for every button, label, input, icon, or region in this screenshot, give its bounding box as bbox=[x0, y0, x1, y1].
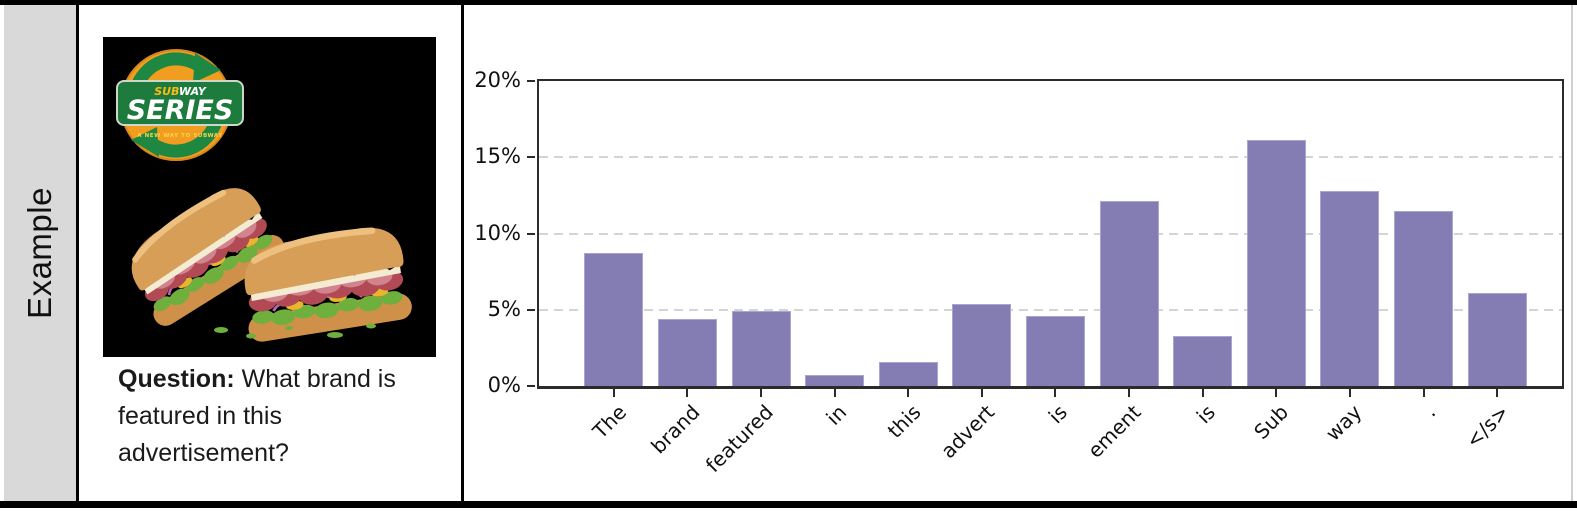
example-content-cell: SUBWAY SERIES A NEW WAY TO SUBWAY bbox=[79, 5, 461, 501]
y-tick-mark bbox=[527, 308, 535, 311]
bar bbox=[1099, 201, 1159, 386]
bar bbox=[805, 375, 865, 386]
bar-slot: this bbox=[871, 81, 945, 443]
table-bottom-border bbox=[0, 501, 1577, 508]
x-tick bbox=[1496, 389, 1499, 397]
x-tick-label: featured bbox=[700, 400, 779, 478]
gridline bbox=[539, 308, 1562, 311]
y-tick-label: 10% bbox=[474, 220, 521, 245]
bar-slot: </s> bbox=[1460, 81, 1534, 453]
y-tick-label: 5% bbox=[487, 296, 521, 321]
x-tick bbox=[686, 389, 689, 397]
bar-slot: The bbox=[577, 81, 651, 443]
x-tick-label: way bbox=[1321, 400, 1367, 446]
bar bbox=[952, 303, 1012, 386]
x-tick-label: </s> bbox=[1461, 400, 1515, 453]
lettuce-crumbs bbox=[214, 323, 376, 339]
question-body: What brand is featured in this advertise… bbox=[118, 365, 396, 467]
bar bbox=[1467, 292, 1527, 386]
x-tick bbox=[1201, 389, 1204, 397]
bar-slot: Sub bbox=[1239, 81, 1313, 444]
x-tick-label: advert bbox=[935, 400, 999, 464]
bar bbox=[1320, 190, 1380, 386]
x-tick-label: . bbox=[1419, 400, 1441, 422]
x-tick bbox=[907, 389, 910, 397]
y-tick-label: 15% bbox=[474, 144, 521, 169]
x-tick-label: The bbox=[587, 400, 631, 444]
bar bbox=[1025, 315, 1085, 386]
bar-slot: advert bbox=[936, 81, 1019, 463]
x-tick bbox=[1275, 389, 1278, 397]
bar bbox=[731, 311, 791, 386]
plot-area: The brand featured in this advert is ement is Sub… bbox=[474, 68, 1564, 477]
cell-divider bbox=[461, 5, 464, 501]
x-tick bbox=[1422, 389, 1425, 397]
gridline bbox=[539, 156, 1562, 159]
bar-slot: in bbox=[798, 81, 872, 430]
y-tick-label: 0% bbox=[487, 373, 521, 397]
row-header-cell: Example bbox=[4, 5, 76, 501]
bar bbox=[878, 361, 938, 386]
cell-divider bbox=[76, 5, 79, 501]
question-label: Question: bbox=[118, 365, 235, 393]
y-tick-mark bbox=[527, 156, 535, 159]
table-top-border bbox=[0, 0, 1577, 5]
bar-slot: featured bbox=[701, 81, 798, 477]
logo-subway-text: SUBWAY bbox=[154, 85, 207, 98]
bar-slot: way bbox=[1313, 81, 1387, 446]
table-right-border bbox=[1571, 5, 1573, 501]
bar-slot: is bbox=[1019, 81, 1093, 428]
x-tick bbox=[980, 389, 983, 397]
x-tick-label: in bbox=[821, 400, 852, 430]
y-tick-mark bbox=[527, 385, 535, 387]
row-label: Example bbox=[21, 187, 59, 319]
bars-container: The brand featured in this advert is ement is Sub… bbox=[539, 81, 1562, 477]
x-tick-label: is bbox=[1191, 400, 1220, 429]
token-probability-chart-cell: The brand featured in this advert is ement is Sub… bbox=[464, 5, 1571, 501]
bar-slot: is bbox=[1166, 81, 1240, 428]
x-tick-label: this bbox=[882, 400, 926, 443]
gridline bbox=[539, 232, 1562, 235]
x-tick bbox=[833, 389, 836, 397]
bar bbox=[1246, 140, 1306, 386]
subway-series-logo: SUBWAY SERIES A NEW WAY TO SUBWAY bbox=[116, 49, 244, 161]
x-tick-label: brand bbox=[646, 400, 705, 459]
x-tick bbox=[760, 389, 763, 397]
bar-slot: ement bbox=[1083, 81, 1166, 463]
logo-tagline: A NEW WAY TO SUBWAY bbox=[137, 133, 223, 139]
x-tick-label: is bbox=[1044, 400, 1073, 429]
bar-slot: . bbox=[1387, 81, 1461, 421]
x-tick bbox=[1054, 389, 1057, 397]
bar bbox=[1394, 210, 1453, 386]
advertisement-image: SUBWAY SERIES A NEW WAY TO SUBWAY bbox=[103, 37, 436, 357]
x-tick bbox=[612, 389, 615, 397]
question-text: Question: What brand is featured in this… bbox=[118, 361, 453, 472]
bar bbox=[1173, 335, 1233, 386]
bar bbox=[584, 253, 644, 386]
logo-series-text: SERIES bbox=[127, 95, 234, 126]
x-tick bbox=[1348, 389, 1351, 397]
x-tick bbox=[1128, 389, 1131, 397]
x-tick-label: ement bbox=[1083, 400, 1147, 463]
bar bbox=[657, 318, 717, 386]
x-tick-label: Sub bbox=[1249, 400, 1294, 444]
y-tick-mark bbox=[527, 80, 535, 82]
y-tick-label: 20% bbox=[474, 68, 521, 92]
y-tick-mark bbox=[527, 232, 535, 235]
bar-slot: brand bbox=[646, 81, 725, 458]
